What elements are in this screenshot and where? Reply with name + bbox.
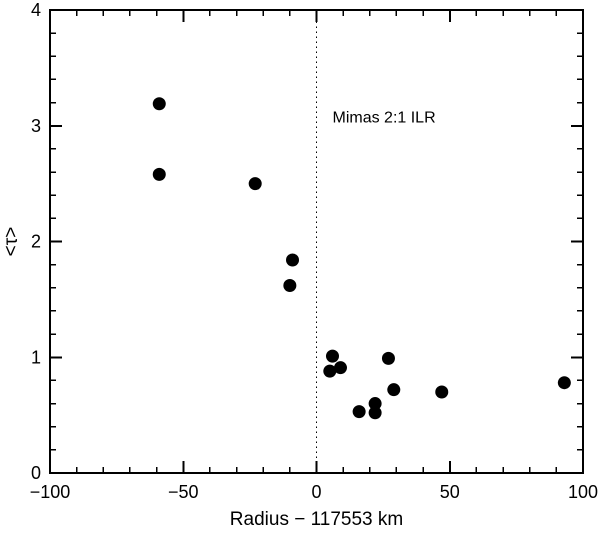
x-tick-label: 50 bbox=[440, 482, 460, 502]
data-point bbox=[368, 406, 382, 420]
data-point bbox=[333, 361, 347, 375]
y-tick-label: 3 bbox=[31, 116, 41, 136]
data-point bbox=[557, 376, 571, 390]
data-point bbox=[435, 385, 449, 399]
x-axis-title: Radius − 117553 km bbox=[230, 509, 403, 530]
y-tick-label: 2 bbox=[31, 232, 41, 252]
data-point bbox=[152, 97, 166, 111]
data-point bbox=[352, 405, 366, 419]
data-point bbox=[283, 278, 297, 292]
y-tick-label: 1 bbox=[31, 347, 41, 367]
data-point bbox=[248, 177, 262, 191]
data-point bbox=[286, 253, 300, 267]
y-tick-label: 4 bbox=[31, 0, 41, 20]
x-tick-label: 100 bbox=[568, 482, 598, 502]
data-point bbox=[325, 349, 339, 363]
x-tick-label: −100 bbox=[30, 482, 71, 502]
data-point bbox=[323, 364, 337, 378]
x-tick-label: −50 bbox=[168, 482, 199, 502]
data-point bbox=[381, 351, 395, 365]
x-tick-label: 0 bbox=[311, 482, 321, 502]
data-point bbox=[152, 167, 166, 181]
annotation-mimas-ilr: Mimas 2:1 ILR bbox=[332, 109, 435, 126]
y-axis-title: <τ> bbox=[1, 227, 22, 257]
data-point bbox=[387, 383, 401, 397]
data-point bbox=[368, 397, 382, 411]
y-tick-label: 0 bbox=[31, 463, 41, 483]
